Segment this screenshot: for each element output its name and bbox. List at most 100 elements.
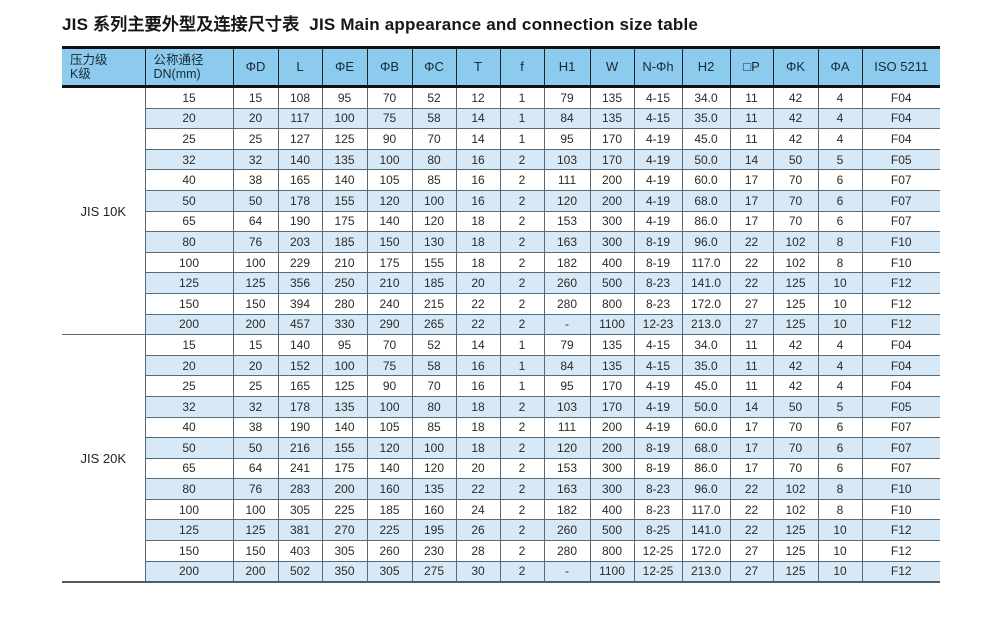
cell: 65: [144, 210, 234, 233]
cell: F04: [861, 354, 940, 377]
cell: 141.0: [681, 519, 731, 542]
cell: 2: [499, 457, 545, 480]
cell: 15: [144, 334, 234, 356]
cell: 163: [543, 231, 591, 253]
cell: 68.0: [681, 437, 731, 459]
cell: 95: [543, 375, 591, 397]
cell: 130: [411, 231, 457, 253]
cell: 125: [772, 292, 819, 315]
cell: 203: [277, 231, 323, 253]
cell: 70: [366, 334, 413, 356]
cell: 170: [589, 128, 635, 150]
cell: 125: [144, 519, 234, 542]
cell: 84: [543, 107, 591, 130]
cell: 140: [277, 334, 323, 356]
cell: 22: [729, 251, 774, 274]
cell: 4-19: [633, 148, 683, 171]
cell: 22: [729, 272, 774, 294]
cell: 283: [277, 478, 323, 500]
cell: 17: [729, 416, 774, 439]
cell: 280: [321, 292, 368, 315]
cell: 70: [772, 169, 819, 191]
cell: 216: [277, 437, 323, 459]
cell: 75: [366, 107, 413, 130]
cell: 4: [817, 107, 863, 130]
cell: 1100: [589, 560, 635, 584]
cell: 394: [277, 292, 323, 315]
cell: 100: [321, 107, 368, 130]
cell: 12-25: [633, 540, 683, 562]
cell: 800: [589, 540, 635, 562]
cell: 6: [817, 169, 863, 191]
cell: 34.0: [681, 334, 731, 356]
cell: 125: [772, 313, 819, 336]
cell: 8-25: [633, 519, 683, 542]
cell: 84: [543, 354, 591, 377]
cell: 4: [817, 334, 863, 356]
cell: 1: [499, 128, 545, 150]
cell: 8: [817, 498, 863, 521]
cell: 4: [817, 86, 863, 109]
cell: 50.0: [681, 395, 731, 418]
cell: 27: [729, 540, 774, 562]
pressure-group-jis-10k: JIS 10K 15 15 108 95 70 52 12 1 79 135 4-15 34.0 11 42…: [62, 86, 940, 336]
cell: 2: [499, 540, 545, 562]
cell: 32: [232, 148, 279, 171]
cell: 22: [729, 478, 774, 500]
cell: 86.0: [681, 210, 731, 233]
cell: 240: [366, 292, 413, 315]
cell: 213.0: [681, 313, 731, 336]
cell: F04: [861, 128, 940, 150]
cell: 8: [817, 478, 863, 500]
cell: 100: [144, 498, 234, 521]
cell: 38: [232, 416, 279, 439]
cell: F05: [861, 148, 940, 171]
cell: 105: [366, 169, 413, 191]
cell: 800: [589, 292, 635, 315]
cell: 2: [499, 148, 545, 171]
cell: 141.0: [681, 272, 731, 294]
cell: 86.0: [681, 457, 731, 480]
cell: 2: [499, 519, 545, 542]
cell: 400: [589, 498, 635, 521]
cell: 290: [366, 313, 413, 336]
cell: 105: [366, 416, 413, 439]
column-header: N-Φh: [633, 46, 683, 88]
cell: 16: [455, 169, 501, 191]
cell: 2: [499, 395, 545, 418]
cell: 135: [411, 478, 457, 500]
cell: 5: [817, 148, 863, 171]
cell: 6: [817, 210, 863, 233]
cell: 200: [589, 189, 635, 212]
column-header: ΦB: [366, 46, 413, 88]
cell: 163: [543, 478, 591, 500]
cell: 10: [817, 313, 863, 336]
cell: 120: [366, 189, 413, 212]
cell: 12-25: [633, 560, 683, 584]
cell: 2: [499, 416, 545, 439]
cell: 502: [277, 560, 323, 584]
cell: 8: [817, 231, 863, 253]
cell: 4: [817, 128, 863, 150]
cell: 260: [366, 540, 413, 562]
column-header: □P: [729, 46, 774, 88]
cell: 2: [499, 189, 545, 212]
cell: 210: [366, 272, 413, 294]
cell: 150: [144, 292, 234, 315]
cell: 300: [589, 210, 635, 233]
cell: 70: [772, 437, 819, 459]
cell: 200: [589, 416, 635, 439]
cell: 95: [321, 334, 368, 356]
cell: 50: [144, 437, 234, 459]
cell: 11: [729, 354, 774, 377]
cell: -: [543, 313, 591, 336]
cell: 2: [499, 560, 545, 584]
cell: 200: [232, 313, 279, 336]
cell: 22: [455, 478, 501, 500]
table-row: 40 38 165 140 105 85 16 2 111 200 4-19 60.0 17 70 6 F07: [62, 169, 940, 191]
column-header: ISO 5211: [861, 46, 940, 88]
cell: 14: [729, 148, 774, 171]
cell: 250: [321, 272, 368, 294]
column-header: T: [455, 46, 501, 88]
cell: 70: [772, 189, 819, 212]
